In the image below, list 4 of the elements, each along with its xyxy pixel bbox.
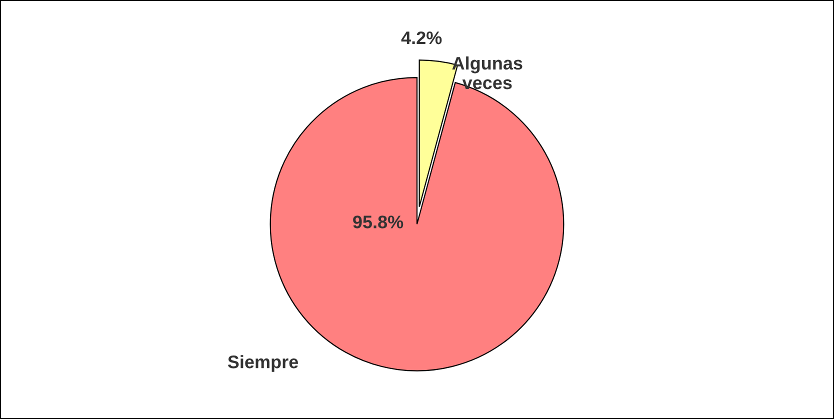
data-label: 4.2% <box>401 31 442 44</box>
slice-label: Algunas veces <box>452 56 522 90</box>
data-label: 95.8% <box>353 216 404 228</box>
slice-label: Siempre <box>228 355 298 372</box>
